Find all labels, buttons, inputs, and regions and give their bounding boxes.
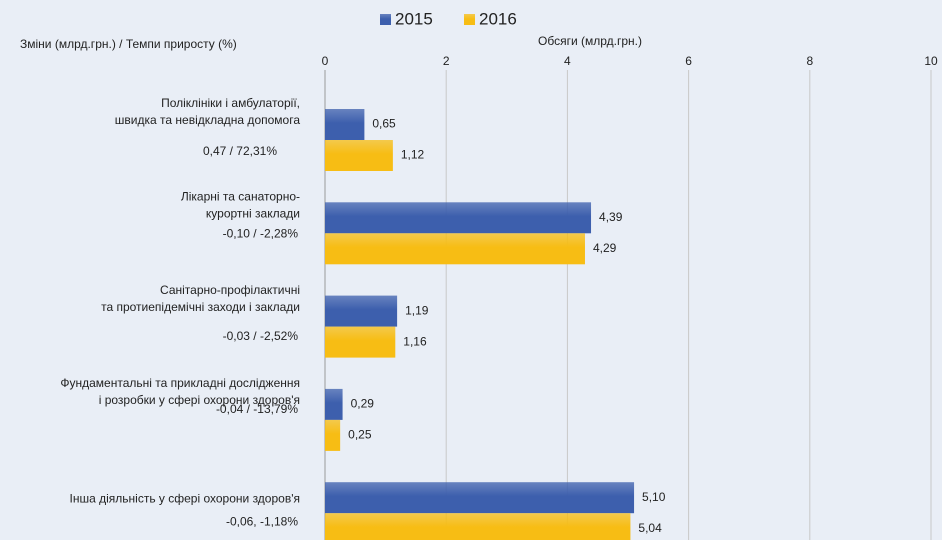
value-label: 5,04 <box>638 521 662 535</box>
category-label: і розробки у сфері охорони здоров'я <box>99 393 300 407</box>
value-label: 0,25 <box>348 428 372 442</box>
category-label: Інша діяльність у сфері охорони здоров'я <box>70 491 300 505</box>
x-tick-label: 10 <box>924 54 938 68</box>
category-label: та протиепідемічні заходи і заклади <box>101 300 300 314</box>
bar <box>325 326 396 358</box>
x-tick-label: 0 <box>322 54 329 68</box>
value-label: 1,19 <box>405 303 429 317</box>
change-label: -0,06, -1,18% <box>226 514 298 528</box>
category-label: Поліклініки і амбулаторії, <box>161 96 300 110</box>
bar <box>325 109 365 140</box>
category-label: швидка та невідкладна допомога <box>115 113 301 127</box>
bar <box>325 388 343 420</box>
category-label: Лікарні та санаторно- <box>181 189 300 203</box>
value-label: 0,65 <box>372 117 396 131</box>
category-label: Санітарно-профілактичні <box>160 283 300 297</box>
value-label: 4,39 <box>599 210 623 224</box>
y-axis-label: Зміни (млрд.грн.) / Темпи приросту (%) <box>20 37 237 51</box>
change-label: -0,10 / -2,28% <box>223 226 299 240</box>
bar <box>325 233 585 265</box>
x-tick-label: 8 <box>806 54 813 68</box>
value-label: 4,29 <box>593 241 617 255</box>
category-label: курортні заклади <box>206 206 300 220</box>
value-label: 1,16 <box>403 334 427 348</box>
change-label: -0,03 / -2,52% <box>223 329 299 343</box>
category-label: Фундаментальні та прикладні дослідження <box>60 376 300 390</box>
bar <box>325 202 592 234</box>
legend-label: 2016 <box>479 9 517 28</box>
x-tick-label: 2 <box>443 54 450 68</box>
value-label: 1,12 <box>401 148 425 162</box>
x-axis-label: Обсяги (млрд.грн.) <box>538 34 642 48</box>
value-label: 5,10 <box>642 490 666 504</box>
bar <box>325 295 398 327</box>
x-tick-label: 6 <box>685 54 692 68</box>
legend-swatch <box>380 14 391 25</box>
bar <box>325 482 635 514</box>
bar <box>325 419 341 451</box>
bar <box>325 140 393 171</box>
bar <box>325 513 631 540</box>
x-tick-label: 4 <box>564 54 571 68</box>
value-label: 0,29 <box>351 397 375 411</box>
legend-label: 2015 <box>395 9 433 28</box>
legend-swatch <box>464 14 475 25</box>
change-label: -0,04 / -13,79% <box>216 402 298 416</box>
change-label: 0,47 / 72,31% <box>203 144 277 158</box>
